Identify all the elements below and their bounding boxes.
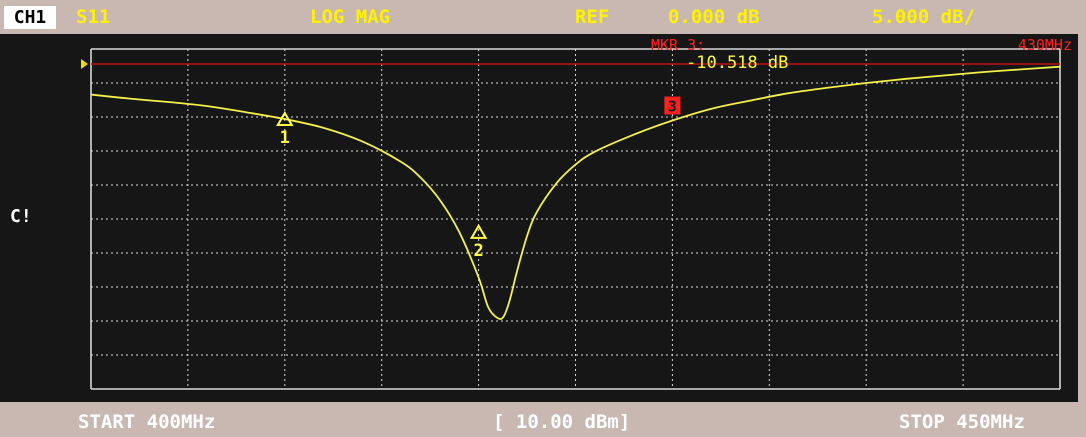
plot-area: 1 2 3 MKR 3: 430MHz -10.518 dB	[68, 34, 1078, 402]
source-power: [ 10.00 dBm]	[493, 411, 631, 433]
left-status-strip: C!	[0, 34, 68, 402]
marker-readout-frequency: 430MHz	[1018, 36, 1072, 54]
marker-readout-label: MKR 3:	[651, 36, 705, 54]
marker-3: 3	[664, 96, 681, 116]
ref-value: 0.000 dB	[668, 6, 760, 28]
marker-triangle-icon	[276, 111, 294, 127]
stop-frequency: STOP 450MHz	[899, 411, 1025, 433]
graticule	[90, 48, 1061, 390]
marker-triangle-icon	[469, 223, 488, 239]
ref-label: REF	[575, 6, 610, 28]
marker-1: 1	[276, 111, 294, 148]
marker-box-icon	[664, 96, 681, 115]
start-frequency: START 400MHz	[78, 411, 216, 433]
channel-badge[interactable]: CH1	[4, 6, 56, 29]
marker-label: 2	[473, 241, 483, 261]
plot-background	[68, 34, 1078, 402]
correction-flag: C!	[10, 206, 32, 227]
marker-readout-value: -10.518 dB	[686, 53, 788, 73]
scale-label: 5.000 dB/	[872, 6, 975, 28]
marker-label: 3	[668, 98, 677, 116]
marker-group: 1 2 3	[276, 96, 681, 261]
format-label: LOG MAG	[310, 6, 391, 28]
reference-arrow-icon	[81, 59, 88, 69]
parameter-label: S11	[76, 6, 111, 28]
trace-line	[90, 65, 1061, 320]
marker-2: 2	[469, 223, 488, 261]
marker-label: 1	[280, 128, 290, 148]
